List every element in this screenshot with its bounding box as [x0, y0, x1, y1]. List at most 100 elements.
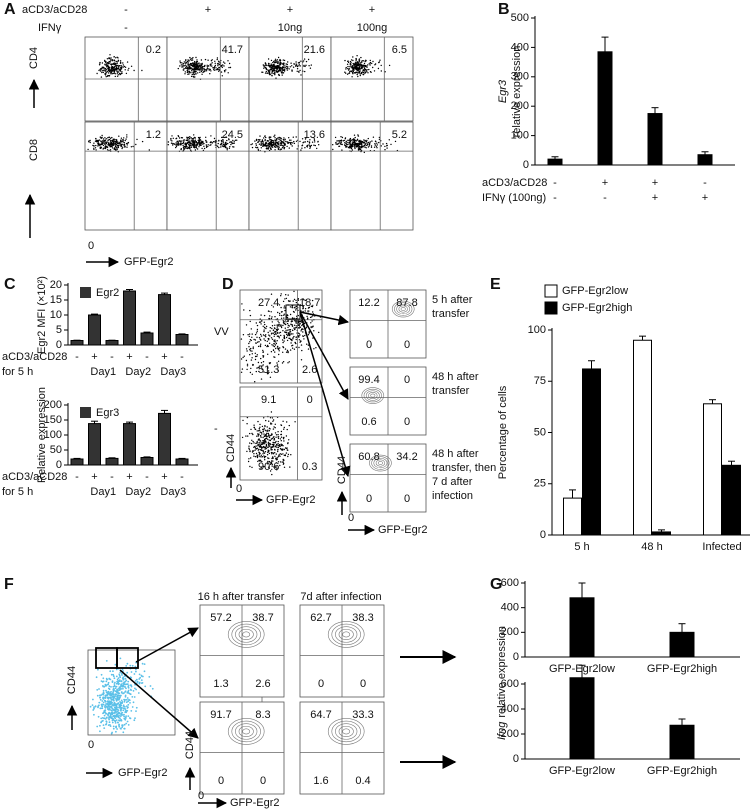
cell-dot [167, 141, 170, 143]
cell-dot [143, 670, 146, 673]
cell-dot [247, 334, 249, 336]
cell-dot [350, 59, 353, 61]
cell-dot [107, 68, 109, 70]
cell-dot [106, 58, 109, 60]
cell-dot [354, 147, 356, 150]
cell-dot [105, 720, 108, 723]
cell-dot [196, 67, 198, 69]
cell-dot [362, 73, 364, 76]
cell-dot [290, 139, 292, 141]
cell-dot [299, 140, 301, 143]
cell-dot [186, 60, 189, 63]
cell-dot [277, 444, 279, 447]
cell-dot [369, 141, 371, 143]
cell-dot [206, 66, 208, 68]
cell-dot [290, 323, 292, 325]
cell-dot [99, 730, 101, 733]
cell-dot [101, 71, 103, 74]
cell-dot [118, 706, 121, 708]
cell-dot [190, 68, 192, 70]
cell-dot [175, 146, 177, 149]
cell-dot [278, 64, 281, 66]
cell-dot [118, 714, 120, 717]
cell-dot [299, 323, 301, 325]
cell-dot [285, 336, 288, 339]
cell-dot [133, 673, 136, 675]
cell-dot [98, 69, 100, 72]
cell-dot [286, 69, 289, 71]
cell-dot [121, 684, 123, 687]
cell-dot [369, 71, 372, 73]
cell-dot [190, 75, 193, 78]
cell-dot [269, 64, 271, 67]
cell-dot [274, 316, 276, 318]
cell-dot [356, 72, 359, 74]
cell-dot [105, 72, 107, 75]
error-bar [91, 420, 98, 424]
cell-dot [280, 317, 283, 319]
cell-dot [246, 423, 248, 425]
cell-dot [125, 679, 128, 682]
cell-dot [384, 149, 386, 151]
cell-dot [249, 450, 251, 453]
error-bar [588, 360, 595, 369]
cell-dot [286, 63, 288, 66]
condition: + [652, 192, 658, 204]
cell-dot [108, 721, 111, 724]
cell-dot [283, 148, 285, 150]
cell-dot [268, 420, 270, 422]
cell-dot [271, 433, 273, 435]
legend-swatch [80, 287, 91, 298]
cell-dot [278, 350, 280, 352]
cell-dot [124, 690, 127, 693]
cell-dot [260, 323, 262, 325]
cell-dot [185, 147, 187, 149]
cell-dot [193, 146, 195, 148]
cell-dot [272, 69, 275, 72]
cell-dot [359, 66, 361, 69]
cell-dot [190, 59, 192, 61]
cell-dot [260, 378, 263, 380]
y-tick-label: 600 [501, 678, 519, 690]
cell-dot [278, 444, 281, 446]
cell-dot [110, 705, 113, 708]
cell-dot [198, 65, 200, 67]
cell-dot [119, 676, 122, 679]
cell-dot [311, 320, 313, 322]
cell-dot [273, 140, 275, 142]
cell-dot [269, 330, 271, 332]
cell-dot [115, 695, 117, 698]
cell-dot [282, 445, 284, 447]
cell-dot [302, 305, 304, 308]
cell-dot [116, 146, 118, 148]
cell-dot [265, 446, 267, 449]
cell-dot [345, 72, 347, 74]
cell-dot [109, 716, 112, 718]
cell-dot [260, 431, 262, 434]
cell-dot [281, 339, 284, 341]
cell-dot [370, 146, 373, 148]
cell-dot [124, 710, 127, 712]
cell-dot [124, 694, 127, 697]
cell-dot [339, 139, 341, 142]
cell-dot [273, 345, 276, 348]
quadrant-value: 87.8 [396, 297, 417, 309]
quadrant-value: 21.6 [304, 44, 325, 56]
cell-dot [351, 143, 354, 145]
cell-dot [276, 59, 279, 61]
cell-dot [285, 297, 288, 300]
cell-dot [144, 685, 147, 688]
cell-dot [354, 140, 356, 142]
cell-dot [109, 61, 111, 63]
cell-dot [282, 300, 285, 303]
cell-dot [123, 65, 126, 68]
cell-dot [200, 59, 203, 61]
cell-dot [256, 147, 258, 149]
condition: + [369, 4, 375, 16]
cell-dot [130, 65, 133, 68]
cell-dot [262, 428, 264, 431]
cell-dot [295, 309, 297, 311]
cell-dot [202, 71, 204, 74]
cell-dot [300, 60, 302, 62]
cell-dot [100, 146, 103, 148]
